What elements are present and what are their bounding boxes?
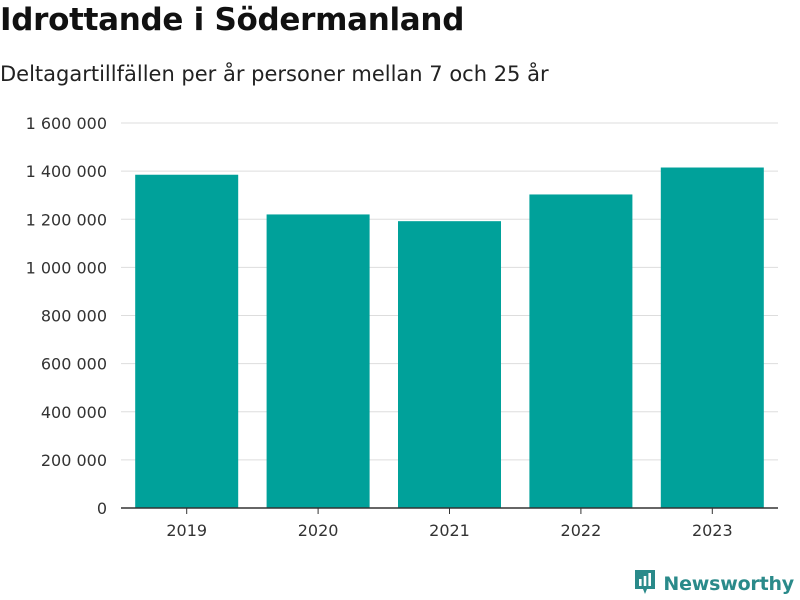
bar-2019 [135, 174, 239, 508]
y-tick-label: 200 000 [41, 451, 107, 470]
y-tick-label: 1 400 000 [26, 162, 107, 181]
chart-title: Idrottande i Södermanland [0, 2, 465, 38]
newsworthy-logo-icon [633, 568, 657, 600]
x-tick-label: 2023 [692, 521, 733, 540]
x-tick-label: 2020 [298, 521, 339, 540]
x-tick-label: 2019 [166, 521, 207, 540]
x-tick-label: 2021 [429, 521, 470, 540]
bars [135, 167, 764, 509]
x-tick-label: 2022 [561, 521, 602, 540]
tick-labels: 0 200 000 400 000 600 000 800 000 1 000 000 1 … [26, 114, 733, 540]
y-tick-label: 800 000 [41, 307, 107, 326]
chart-subtitle: Deltagartillfällen per år personer mella… [0, 62, 549, 86]
bar-2023 [660, 167, 764, 508]
y-tick-label: 400 000 [41, 403, 107, 422]
y-tick-label: 1 200 000 [26, 210, 107, 229]
bar-2021 [398, 221, 501, 509]
brand-logo: Newsworthy [633, 568, 794, 600]
axes [121, 507, 778, 514]
bar-2020 [266, 214, 370, 508]
y-tick-label: 0 [97, 499, 107, 518]
y-tick-label: 1 600 000 [26, 114, 107, 133]
y-tick-label: 1 000 000 [26, 258, 107, 277]
brand-name: Newsworthy [663, 573, 794, 595]
y-tick-label: 600 000 [41, 355, 107, 374]
bar-2022 [529, 194, 633, 508]
